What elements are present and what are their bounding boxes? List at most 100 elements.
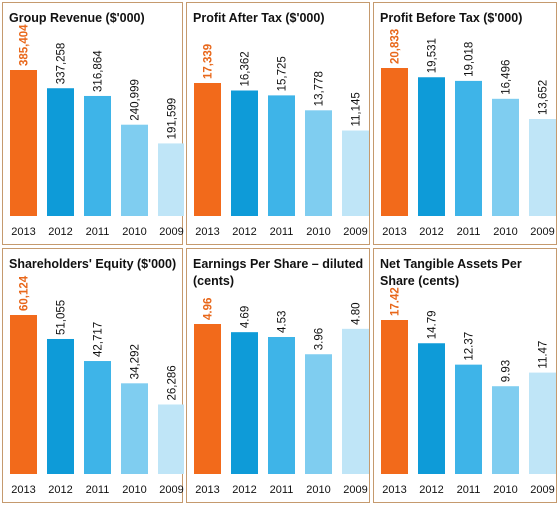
value-label: 17,339 xyxy=(203,44,215,79)
x-tick-label: 2010 xyxy=(493,226,517,238)
chart-panel: Shareholders' Equity ($'000) 60,124 2013 51… xyxy=(2,248,184,503)
value-label: 316,864 xyxy=(93,50,105,92)
bar-2013 xyxy=(381,68,408,216)
x-tick-label: 2011 xyxy=(270,226,294,238)
bar-2013 xyxy=(194,324,221,474)
bar-chart: 20,833 2013 19,531 2012 19,018 2011 16,496 2010… xyxy=(381,29,556,238)
value-label: 337,258 xyxy=(56,43,68,85)
x-tick-label: 2011 xyxy=(86,226,110,238)
bar-2011 xyxy=(268,95,295,216)
x-tick-label: 2009 xyxy=(530,484,554,496)
bar-2011 xyxy=(455,364,482,474)
bar-2013 xyxy=(194,83,221,216)
bar-2010 xyxy=(492,98,519,216)
chart-title: Group Revenue ($'000) xyxy=(9,11,145,25)
bar-2009 xyxy=(342,328,369,474)
x-tick-label: 2011 xyxy=(457,484,481,496)
x-tick-label: 2013 xyxy=(382,484,406,496)
x-tick-label: 2009 xyxy=(343,226,367,238)
bar-2012 xyxy=(231,90,258,216)
value-label: 34,292 xyxy=(130,344,142,379)
x-tick-label: 2011 xyxy=(86,484,110,496)
chart-panel: Earnings Per Share – diluted (cents) 4.96… xyxy=(186,248,370,503)
x-tick-label: 2010 xyxy=(306,484,330,496)
chart-panel: Profit Before Tax ($'000) 20,833 2013 19,53… xyxy=(373,2,557,245)
value-label: 240,999 xyxy=(130,79,142,121)
x-tick-label: 2010 xyxy=(306,226,330,238)
x-tick-label: 2012 xyxy=(48,484,72,496)
value-label: 13,778 xyxy=(314,71,326,106)
value-label: 4.53 xyxy=(277,311,289,333)
bar-2013 xyxy=(10,70,37,216)
value-label: 20,833 xyxy=(390,29,402,64)
x-tick-label: 2010 xyxy=(122,226,146,238)
value-label: 191,599 xyxy=(167,98,179,140)
value-label: 19,018 xyxy=(464,42,476,77)
x-tick-label: 2012 xyxy=(232,226,256,238)
x-tick-label: 2013 xyxy=(11,226,35,238)
x-tick-label: 2010 xyxy=(493,484,517,496)
value-label: 13,652 xyxy=(538,80,550,115)
value-label: 17.42 xyxy=(390,287,402,316)
x-tick-label: 2013 xyxy=(195,226,219,238)
x-tick-label: 2013 xyxy=(11,484,35,496)
x-tick-label: 2012 xyxy=(48,226,72,238)
chart-panel: Group Revenue ($'000) 385,404 2013 337,258 2… xyxy=(2,2,184,245)
x-tick-label: 2009 xyxy=(159,484,183,496)
value-label: 4.80 xyxy=(351,302,363,324)
x-tick-label: 2012 xyxy=(419,226,443,238)
bar-2012 xyxy=(418,77,445,216)
bar-chart: 385,404 2013 337,258 2012 316,864 2011 240,999… xyxy=(10,24,184,238)
bar-chart: 17.42 2013 14.79 2012 12.37 2011 9.93 2010 11.47… xyxy=(381,287,556,496)
x-tick-label: 2010 xyxy=(122,484,146,496)
value-label: 16,362 xyxy=(240,51,252,86)
value-label: 11,145 xyxy=(351,92,363,126)
x-tick-label: 2013 xyxy=(382,226,406,238)
x-tick-label: 2009 xyxy=(159,226,183,238)
value-label: 9.93 xyxy=(501,360,513,382)
x-tick-label: 2012 xyxy=(419,484,443,496)
bar-2010 xyxy=(121,383,148,474)
bar-2012 xyxy=(47,338,74,474)
x-tick-label: 2009 xyxy=(530,226,554,238)
value-label: 51,055 xyxy=(56,300,68,335)
x-tick-label: 2011 xyxy=(457,226,481,238)
bar-2011 xyxy=(84,95,111,216)
value-label: 26,286 xyxy=(167,365,179,400)
value-label: 385,404 xyxy=(19,24,31,66)
chart-title: Shareholders' Equity ($'000) xyxy=(9,257,177,271)
value-label: 16,496 xyxy=(501,60,513,95)
value-label: 42,717 xyxy=(93,322,105,357)
chart-panel: Profit After Tax ($'000) 17,339 2013 16,362… xyxy=(186,2,370,245)
bar-2013 xyxy=(10,315,37,474)
value-label: 11.47 xyxy=(538,341,550,369)
bar-2012 xyxy=(418,343,445,474)
chart-title: Earnings Per Share – diluted (cents) xyxy=(193,257,364,288)
x-tick-label: 2009 xyxy=(343,484,367,496)
bar-2010 xyxy=(305,110,332,216)
chart-title: Profit Before Tax ($'000) xyxy=(380,11,523,25)
bar-2009 xyxy=(158,143,184,216)
value-label: 12.37 xyxy=(464,332,476,361)
x-tick-label: 2012 xyxy=(232,484,256,496)
bar-chart: 17,339 2013 16,362 2012 15,725 2011 13,778 2010… xyxy=(194,44,369,238)
chart-title: Net Tangible Assets Per Share (cents) xyxy=(380,257,522,288)
chart-title: Profit After Tax ($'000) xyxy=(193,11,325,25)
bar-2011 xyxy=(84,361,111,474)
bar-chart: 60,124 2013 51,055 2012 42,717 2011 34,292 2010… xyxy=(10,275,184,496)
bar-2011 xyxy=(455,80,482,216)
bar-2010 xyxy=(305,354,332,474)
value-label: 3.96 xyxy=(314,328,326,350)
value-label: 4.69 xyxy=(240,306,252,328)
value-label: 4.96 xyxy=(203,298,215,320)
value-label: 19,531 xyxy=(427,38,439,73)
chart-panel: Net Tangible Assets Per Share (cents) 17.… xyxy=(373,248,557,503)
bar-2012 xyxy=(47,88,74,216)
bar-chart: 4.96 2013 4.69 2012 4.53 2011 3.96 2010 4.80 2009 xyxy=(194,298,369,496)
bar-2012 xyxy=(231,332,258,474)
bar-2009 xyxy=(158,404,184,474)
bar-2010 xyxy=(121,124,148,216)
bar-2009 xyxy=(529,372,556,474)
bar-2011 xyxy=(268,337,295,474)
